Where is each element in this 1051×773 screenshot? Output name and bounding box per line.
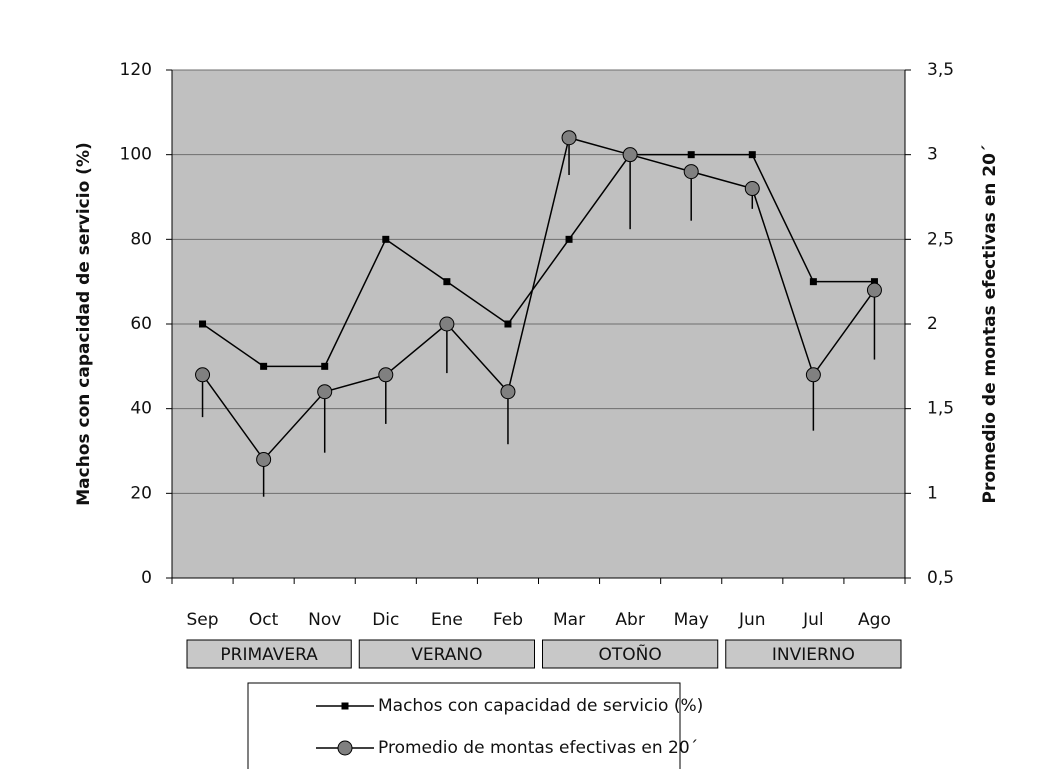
- season-label: OTOÑO: [599, 643, 662, 665]
- marker: [870, 278, 878, 286]
- y-tick-label: 0: [141, 568, 152, 588]
- y-axis-title: Machos con capacidad de servicio (%): [74, 142, 94, 506]
- y2-tick-label: 1: [927, 483, 938, 503]
- marker: [805, 367, 821, 383]
- legend-label: Promedio de montas efectivas en 20´: [378, 738, 698, 758]
- marker: [744, 181, 760, 197]
- y2-tick-label: 0,5: [927, 568, 954, 588]
- marker: [382, 235, 390, 243]
- legend-marker: [337, 740, 353, 756]
- marker: [256, 451, 272, 467]
- marker: [622, 147, 638, 163]
- marker: [317, 384, 333, 400]
- season-label: INVIERNO: [772, 645, 855, 665]
- y-tick-label: 60: [130, 314, 152, 334]
- y-tick-label: 120: [120, 60, 152, 80]
- season-label: VERANO: [411, 645, 482, 665]
- x-tick-label: Abr: [615, 610, 644, 630]
- x-tick-label: Mar: [553, 610, 585, 630]
- y2-tick-label: 3,5: [927, 60, 954, 80]
- season-box: [358, 639, 535, 669]
- y2-tick-label: 2,5: [927, 229, 954, 249]
- marker: [866, 282, 882, 298]
- marker: [561, 130, 577, 146]
- y-tick-label: 20: [130, 483, 152, 503]
- marker: [500, 384, 516, 400]
- y-tick-label: 100: [120, 145, 152, 165]
- marker: [199, 320, 207, 328]
- x-tick-label: Ago: [858, 610, 891, 630]
- x-tick-label: Dic: [372, 610, 399, 630]
- y2-tick-label: 2: [927, 314, 938, 334]
- x-tick-label: May: [674, 610, 709, 630]
- series-line: [202, 153, 875, 368]
- marker: [439, 316, 455, 332]
- series-line: [201, 136, 876, 461]
- marker: [443, 278, 451, 286]
- x-tick-label: Jul: [802, 610, 824, 630]
- x-tick-label: Jun: [738, 610, 766, 630]
- y2-axis-title: Promedio de montas efectivas en 20´: [980, 145, 1000, 504]
- legend-box: [247, 682, 681, 773]
- season-box: [186, 639, 352, 669]
- y2-tick-label: 3: [927, 145, 938, 165]
- x-tick-label: Ene: [431, 610, 463, 630]
- marker: [809, 278, 817, 286]
- marker: [748, 151, 756, 159]
- marker: [378, 367, 394, 383]
- season-box: [542, 639, 719, 669]
- x-tick-label: Oct: [249, 610, 279, 630]
- x-tick-label: Nov: [308, 610, 341, 630]
- marker: [504, 320, 512, 328]
- y-tick-label: 80: [130, 229, 152, 249]
- marker: [321, 362, 329, 370]
- y2-tick-label: 1,5: [927, 399, 954, 419]
- marker: [260, 362, 268, 370]
- marker: [683, 164, 699, 180]
- season-box: [725, 639, 902, 669]
- y-tick-label: 40: [130, 399, 152, 419]
- x-tick-label: Feb: [493, 610, 523, 630]
- season-label: PRIMAVERA: [220, 645, 318, 665]
- legend-marker: [341, 702, 349, 710]
- x-tick-label: Sep: [187, 610, 219, 630]
- marker: [687, 151, 695, 159]
- legend-label: Machos con capacidad de servicio (%): [378, 696, 703, 716]
- marker: [565, 235, 573, 243]
- marker: [195, 367, 211, 383]
